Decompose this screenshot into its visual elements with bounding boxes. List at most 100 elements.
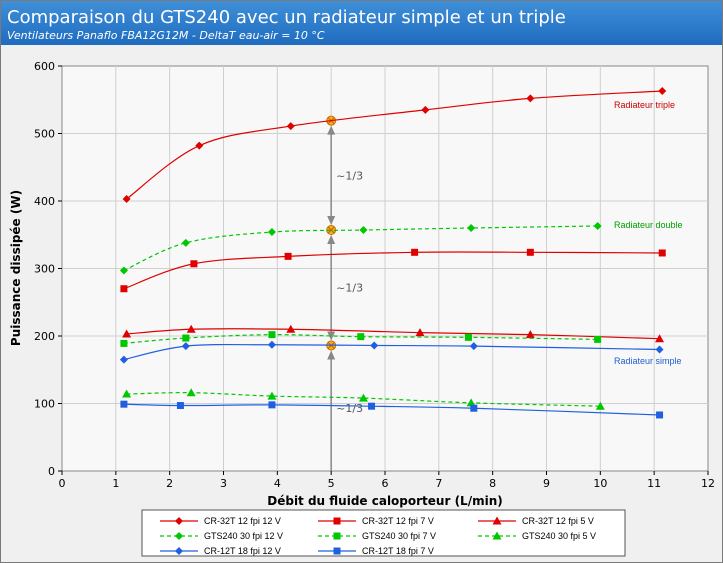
x-tick-label: 4 xyxy=(274,477,281,490)
x-tick-label: 6 xyxy=(382,477,389,490)
x-tick-label: 11 xyxy=(647,477,661,490)
data-point xyxy=(593,221,602,230)
legend-marker xyxy=(333,517,341,525)
annotation-arrow-head xyxy=(327,125,336,135)
data-point xyxy=(411,248,419,256)
data-point xyxy=(421,105,430,114)
x-tick-label: 0 xyxy=(59,477,66,490)
data-point xyxy=(268,331,276,339)
series-gts240-30-fpi-7-v xyxy=(120,331,602,347)
data-point xyxy=(658,249,666,257)
legend-item: CR-32T 12 fpi 7 V xyxy=(318,516,434,526)
data-point xyxy=(182,334,190,342)
data-point xyxy=(464,333,472,341)
curve-labels: Radiateur triple Radiateur double Radiateu… xyxy=(614,100,683,366)
x-tick-label: 10 xyxy=(593,477,607,490)
series-gts240-30-fpi-5-v xyxy=(122,388,605,410)
legend-marker xyxy=(175,532,183,540)
data-point xyxy=(470,404,478,412)
legend-label: GTS240 30 fpi 5 V xyxy=(522,531,596,541)
data-point xyxy=(120,285,128,293)
data-point xyxy=(286,324,296,333)
series-group xyxy=(119,86,667,419)
curve-label: Radiateur triple xyxy=(614,100,675,110)
data-point xyxy=(415,328,425,337)
data-point xyxy=(655,345,664,354)
legend-marker xyxy=(333,547,341,555)
legend-item: CR-12T 18 fpi 7 V xyxy=(318,546,434,556)
series-line xyxy=(123,334,598,345)
x-tick-label: 5 xyxy=(328,477,335,490)
legend-marker xyxy=(175,517,183,525)
x-tick-label: 12 xyxy=(701,477,715,490)
series-cr-32t-12-fpi-5-v xyxy=(122,324,665,343)
legend-items: CR-32T 12 fpi 12 V CR-32T 12 fpi 7 V CR-32… xyxy=(160,516,596,556)
annotation-fraction-label: ~1/3 xyxy=(336,169,363,182)
data-point xyxy=(122,194,131,203)
data-point xyxy=(594,335,602,343)
data-point xyxy=(176,402,184,410)
y-tick-label: 0 xyxy=(48,465,55,478)
x-tick-label: 8 xyxy=(489,477,496,490)
x-tick-label: 7 xyxy=(435,477,442,490)
y-axis-label: Puissance dissipée (W) xyxy=(9,190,23,346)
data-point xyxy=(181,342,190,351)
data-point xyxy=(467,224,476,232)
legend-label: GTS240 30 fpi 12 V xyxy=(204,531,283,541)
data-point xyxy=(195,141,204,150)
series-gts240-30-fpi-12-v xyxy=(119,221,602,275)
legend-marker xyxy=(492,516,502,525)
data-point xyxy=(525,330,535,339)
data-point xyxy=(526,94,535,103)
annotation-arrow-head xyxy=(327,331,336,341)
curve-label: Radiateur double xyxy=(614,220,683,230)
data-point xyxy=(181,238,190,247)
y-tick-label: 100 xyxy=(34,398,55,411)
y-tick-label: 300 xyxy=(34,263,55,276)
legend-label: CR-32T 12 fpi 12 V xyxy=(204,516,281,526)
series-line xyxy=(123,225,598,272)
legend-label: CR-12T 18 fpi 12 V xyxy=(204,546,281,556)
legend xyxy=(141,509,626,557)
data-point xyxy=(267,391,277,400)
series-cr-32t-12-fpi-12-v xyxy=(122,86,667,203)
legend-item: CR-32T 12 fpi 5 V xyxy=(478,516,594,526)
highlight-marker-cross xyxy=(327,226,335,234)
legend-item: CR-12T 18 fpi 12 V xyxy=(160,546,281,556)
data-point xyxy=(358,393,368,402)
data-point xyxy=(469,342,478,351)
annotation-arrow-head xyxy=(327,216,336,226)
chart-title: Comparaison du GTS240 avec un radiateur … xyxy=(7,7,566,28)
data-point xyxy=(286,122,295,131)
data-point xyxy=(122,389,132,398)
data-point xyxy=(268,401,276,409)
legend-marker xyxy=(333,532,341,540)
data-point xyxy=(267,228,276,237)
data-point xyxy=(190,260,198,268)
data-point xyxy=(370,341,379,350)
data-point xyxy=(658,86,667,95)
chart-subtitle: Ventilateurs Panaflo FBA12G12M - DeltaT … xyxy=(7,29,325,42)
series-cr-12t-18-fpi-7-v xyxy=(120,400,664,419)
y-tick-label: 600 xyxy=(34,60,55,73)
chart-header: Comparaison du GTS240 avec un radiateur … xyxy=(1,1,722,45)
data-point xyxy=(466,398,476,407)
data-point xyxy=(526,248,534,256)
data-point xyxy=(120,339,128,347)
annotation-arrow-head xyxy=(327,350,336,360)
data-point xyxy=(595,401,605,410)
series-cr-32t-12-fpi-7-v xyxy=(120,248,666,293)
legend-item: GTS240 30 fpi 5 V xyxy=(478,531,596,541)
data-point xyxy=(122,329,132,338)
data-point xyxy=(284,252,292,260)
data-point xyxy=(368,402,376,410)
x-axis-label: Débit du fluide caloporteur (L/min) xyxy=(267,494,502,508)
data-point xyxy=(120,400,128,408)
data-point xyxy=(359,226,368,235)
legend-label: CR-32T 12 fpi 7 V xyxy=(362,516,434,526)
legend-item: GTS240 30 fpi 12 V xyxy=(160,531,283,541)
x-tick-label: 2 xyxy=(166,477,173,490)
data-point xyxy=(656,411,664,419)
